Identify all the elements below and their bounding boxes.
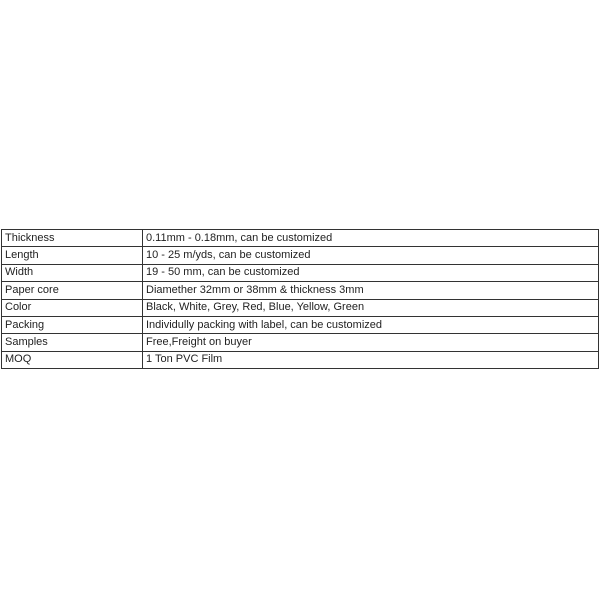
row-value: 19 - 50 mm, can be customized — [142, 263, 599, 283]
row-value: Diamether 32mm or 38mm & thickness 3mm — [142, 281, 599, 300]
row-value: Free,Freight on buyer — [142, 333, 599, 352]
row-label: Width — [1, 263, 143, 283]
row-value: 1 Ton PVC Film — [142, 350, 599, 370]
spec-table-body: Thickness 0.11mm - 0.18mm, can be customi… — [1, 228, 599, 370]
table-row: Length 10 - 25 m/yds, can be customized — [1, 246, 599, 265]
row-label: Thickness — [1, 228, 143, 248]
table-row: MOQ 1 Ton PVC Film — [1, 350, 599, 370]
table-row: Packing Individully packing with label, c… — [1, 315, 599, 335]
row-label: Length — [1, 246, 143, 265]
table-row: Thickness 0.11mm - 0.18mm, can be customi… — [1, 228, 599, 248]
row-value: 10 - 25 m/yds, can be customized — [142, 246, 599, 265]
row-label: MOQ — [1, 350, 143, 370]
table-row: Paper core Diamether 32mm or 38mm & thick… — [1, 281, 599, 300]
spec-table: Thickness 0.11mm - 0.18mm, can be customi… — [1, 228, 599, 370]
table-row: Width 19 - 50 mm, can be customized — [1, 263, 599, 283]
table-row: Samples Free,Freight on buyer — [1, 333, 599, 352]
row-value: Individully packing with label, can be c… — [142, 315, 599, 335]
row-label: Color — [1, 298, 143, 317]
row-value: 0.11mm - 0.18mm, can be customized — [142, 228, 599, 248]
row-label: Packing — [1, 315, 143, 335]
row-label: Samples — [1, 333, 143, 352]
row-value: Black, White, Grey, Red, Blue, Yellow, G… — [142, 298, 599, 317]
table-row: Color Black, White, Grey, Red, Blue, Yell… — [1, 298, 599, 317]
row-label: Paper core — [1, 281, 143, 300]
